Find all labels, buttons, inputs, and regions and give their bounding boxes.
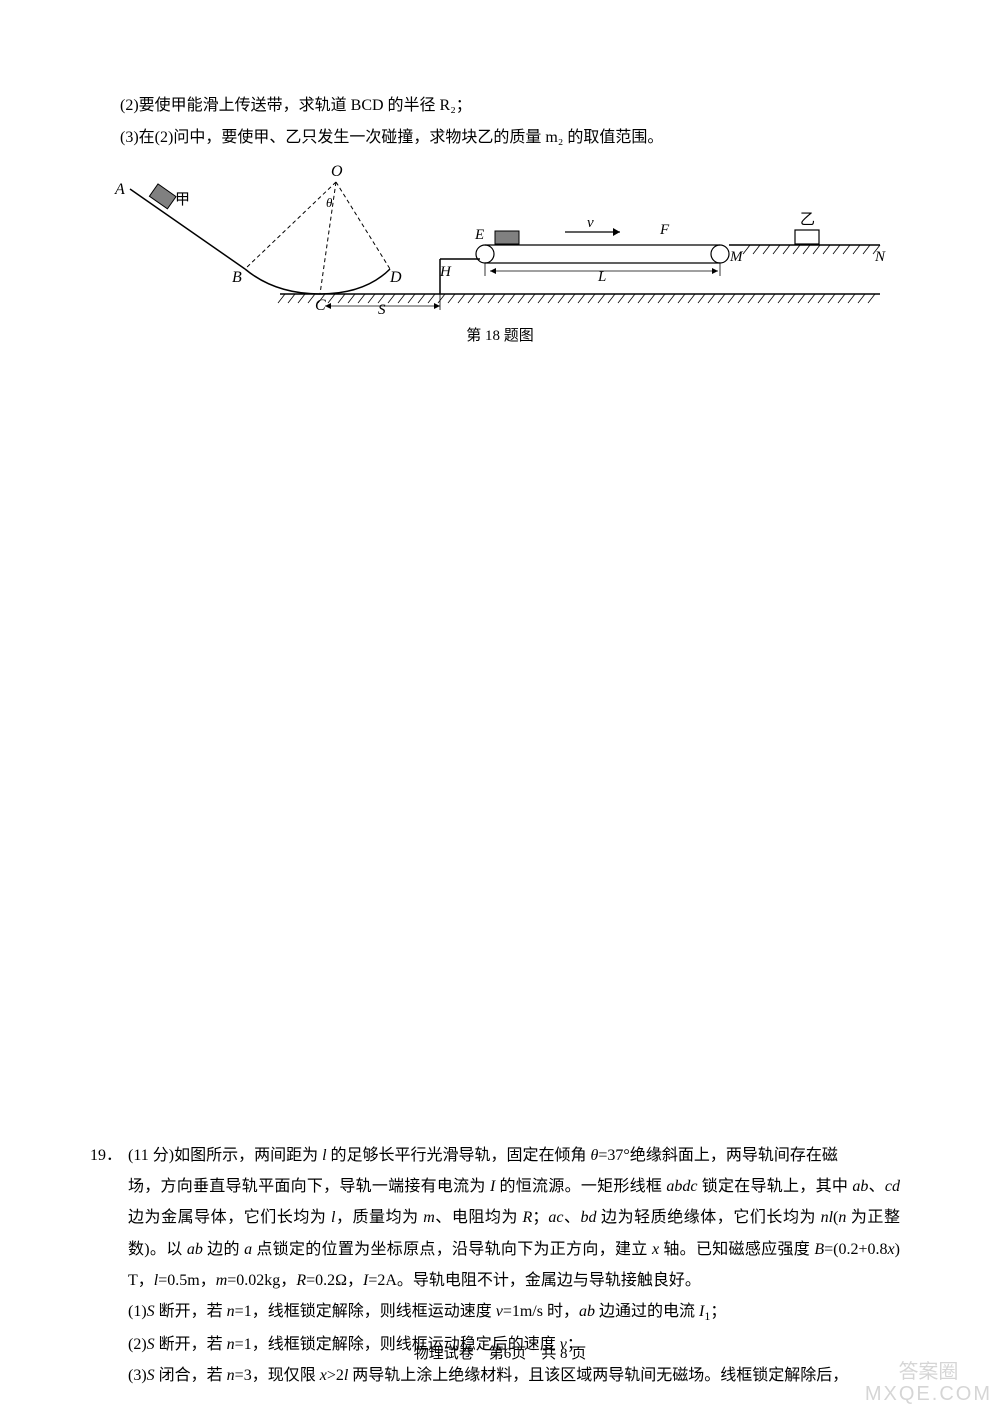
q18-part2: (2)要使甲能滑上传送带，求轨道 BCD 的半径 R₂；	[100, 90, 900, 122]
radius-od	[336, 182, 390, 269]
label-E: E	[474, 227, 484, 243]
label-O: O	[331, 164, 343, 180]
belt-block	[495, 231, 519, 244]
l-arrow-left	[490, 268, 496, 274]
l-arrow-right	[712, 268, 718, 274]
roller-f	[711, 245, 729, 263]
v-arrow-head	[613, 228, 620, 236]
q19-part3: (3)S 闭合，若 n=3，现仅限 x>2l 两导轨上涂上绝缘材料，且该区域两导…	[90, 1360, 900, 1391]
q19-number: 19．	[90, 1140, 128, 1171]
q18-caption: 第 18 题图	[100, 324, 900, 345]
label-B: B	[232, 269, 242, 286]
q18-diagram-container: A 甲 B C D O θ S H E F	[100, 164, 900, 345]
label-D: D	[389, 269, 402, 286]
label-jia: 甲	[175, 192, 190, 208]
radius-ob	[245, 182, 336, 269]
label-F: F	[659, 222, 670, 238]
ground-hatching	[278, 294, 880, 303]
label-M: M	[729, 249, 744, 265]
label-v: v	[587, 215, 594, 231]
s-arrow-left	[325, 303, 331, 309]
q19-intro-start: (11 分)如图所示，两间距为 l 的足够长平行光滑导轨，固定在倾角 θ=37°…	[128, 1147, 838, 1164]
arc-bc	[245, 269, 320, 294]
page-footer: 物理试卷 第6页 共 8 页	[0, 1342, 1000, 1363]
label-theta: θ	[326, 195, 333, 210]
block-yi	[795, 230, 819, 244]
roller-e	[476, 245, 494, 263]
label-N: N	[874, 249, 886, 265]
label-C: C	[315, 297, 326, 314]
s-arrow-right	[434, 303, 440, 309]
q18-diagram: A 甲 B C D O θ S H E F	[100, 164, 900, 314]
arc-cd	[320, 269, 390, 294]
label-H: H	[439, 264, 452, 280]
q18-part3: (3)在(2)问中，要使甲、乙只发生一次碰撞，求物块乙的质量 m₂ 的取值范围。	[100, 122, 900, 154]
label-A: A	[114, 181, 125, 198]
q19-part1: (1)S 断开，若 n=1，线框锁定解除，则线框运动速度 v=1m/s 时，ab…	[90, 1296, 900, 1329]
label-S: S	[378, 302, 386, 314]
q19-intro-body: 场，方向垂直导轨平面向下，导轨一端接有电流为 I 的恒流源。一矩形线框 abdc…	[90, 1171, 900, 1296]
label-L: L	[597, 269, 606, 285]
label-yi: 乙	[800, 212, 815, 228]
